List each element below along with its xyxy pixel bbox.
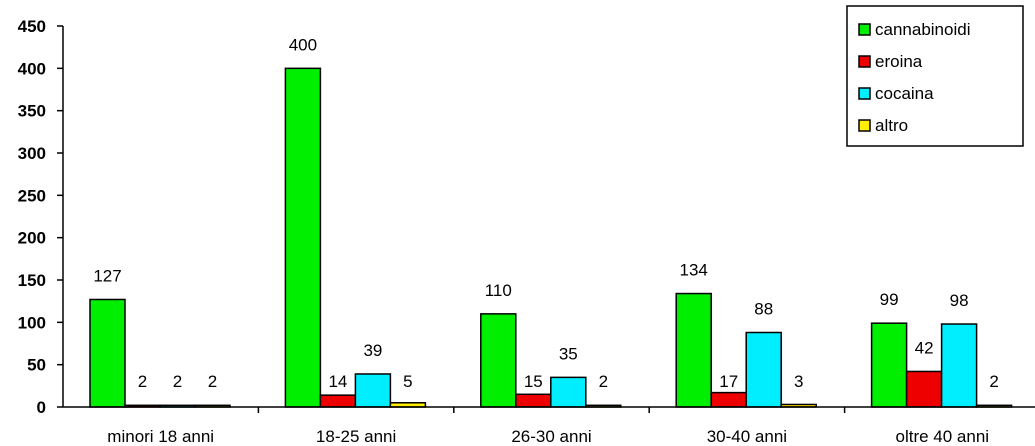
data-label: 14	[328, 372, 347, 391]
legend: cannabinoidi eroina cocaina altro	[846, 5, 1024, 147]
legend-swatch	[858, 119, 871, 132]
bar	[480, 313, 517, 408]
data-label: 2	[989, 372, 998, 391]
bar	[284, 67, 322, 408]
bar	[675, 292, 712, 408]
axes-group	[62, 26, 1035, 408]
y-tick-label: 450	[18, 17, 46, 36]
bars-group	[89, 67, 1013, 408]
bar	[905, 370, 943, 408]
data-label: 400	[289, 35, 317, 54]
y-tick-label: 100	[18, 313, 46, 332]
bar	[89, 298, 126, 408]
data-labels-group: 127 2 2 2 400 14 39 5 110 15 35 2 134 17 88 3 99 42 98 2	[93, 35, 999, 391]
data-label: 17	[719, 372, 738, 391]
bar	[550, 376, 587, 408]
bar	[319, 394, 357, 408]
y-tick-label: 200	[18, 229, 46, 248]
bar	[940, 323, 978, 408]
x-tick-label: oltre 40 anni	[896, 427, 990, 446]
legend-swatch	[858, 23, 871, 36]
data-label: 35	[559, 344, 578, 363]
y-tick-label: 50	[27, 356, 46, 375]
data-label: 5	[403, 372, 412, 391]
bar	[354, 373, 392, 408]
y-tick-label: 150	[18, 271, 46, 290]
data-label: 2	[173, 372, 182, 391]
data-label: 2	[138, 372, 147, 391]
data-label: 88	[754, 299, 773, 318]
legend-label: cannabinoidi	[875, 20, 970, 39]
bar	[870, 322, 908, 408]
y-tick-label: 350	[18, 102, 46, 121]
y-tick-label: 400	[18, 59, 46, 78]
y-axis-ticks: 0 50 100 150 200 250 300 350 400 450	[18, 17, 63, 417]
legend-swatch	[858, 55, 871, 68]
x-tick-label: 18-25 anni	[316, 427, 396, 446]
data-label: 2	[208, 372, 217, 391]
data-label: 127	[93, 266, 121, 285]
bar	[515, 393, 552, 408]
legend-label: eroina	[875, 52, 923, 71]
y-tick-label: 250	[18, 186, 46, 205]
data-label: 2	[599, 372, 608, 391]
x-tick-label: 30-40 anni	[707, 427, 787, 446]
data-label: 42	[915, 338, 934, 357]
legend-label: cocaina	[875, 84, 934, 103]
legend-swatch	[858, 87, 871, 100]
data-label: 39	[363, 341, 382, 360]
bar	[710, 391, 747, 408]
data-label: 15	[524, 372, 543, 391]
legend-box	[846, 5, 1024, 147]
bar	[745, 331, 782, 408]
legend-label: altro	[875, 116, 908, 135]
data-label: 99	[880, 290, 899, 309]
x-tick-label: 26-30 anni	[511, 427, 591, 446]
x-tick-label: minori 18 anni	[107, 427, 214, 446]
data-label: 110	[485, 281, 512, 300]
data-label: 98	[950, 291, 969, 310]
x-axis-ticks: minori 18 anni 18-25 anni 26-30 anni 30-40 …	[107, 407, 989, 446]
y-tick-label: 0	[37, 398, 46, 417]
data-label: 3	[794, 372, 803, 391]
y-tick-label: 300	[18, 144, 46, 163]
data-label: 134	[680, 261, 708, 280]
